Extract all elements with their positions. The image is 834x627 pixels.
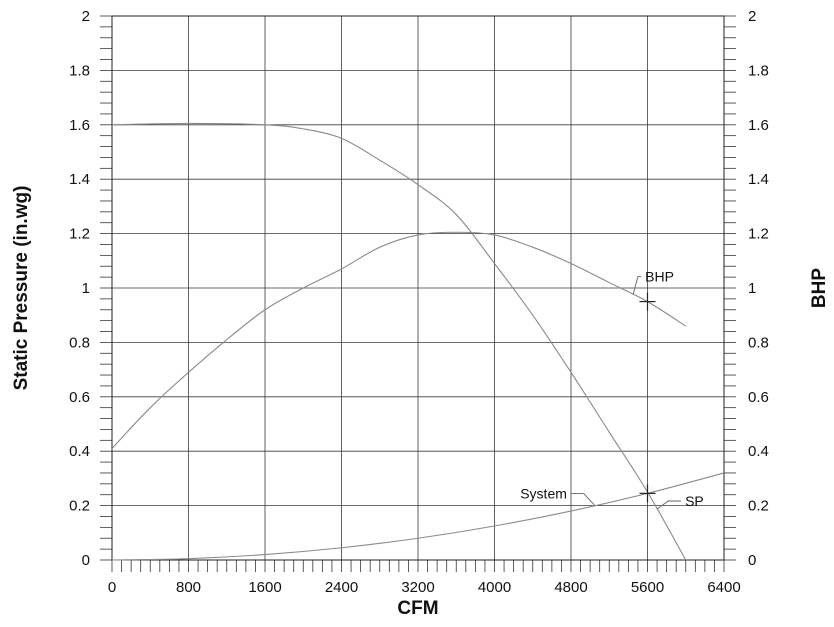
plot-frame bbox=[111, 15, 725, 561]
y-tick-label: 1.4 bbox=[69, 171, 90, 188]
y-tick-label: 1 bbox=[82, 280, 90, 297]
y2-tick-label: 1.2 bbox=[748, 226, 769, 243]
y2-tick-label: 0 bbox=[748, 552, 756, 569]
x-tick-label: 1600 bbox=[248, 579, 281, 596]
minor-tick-layer bbox=[100, 15, 736, 572]
y2-tick-label: 0.2 bbox=[748, 498, 769, 515]
annotation-layer: BHP System SP bbox=[520, 268, 704, 510]
y2-tick-label: 0.8 bbox=[748, 334, 769, 351]
y2-tick-label: 1.8 bbox=[748, 62, 769, 79]
series-line-system bbox=[111, 472, 725, 561]
y-tick-label: 0.8 bbox=[69, 334, 90, 351]
series-line-bhp bbox=[111, 231, 687, 449]
y2-tick-label: 1.6 bbox=[748, 117, 769, 134]
y2-tick-label: 1 bbox=[748, 280, 756, 297]
annotation-label-sp: SP bbox=[685, 493, 704, 509]
annotation-leader-bhp bbox=[632, 276, 642, 295]
y-tick-label: 1.8 bbox=[69, 62, 90, 79]
annotation-leader-sp bbox=[656, 500, 682, 510]
label-layer: 0 800 1600 2400 3200 4000 4800 5600 6400 0 0 0.2 0.2… bbox=[69, 8, 769, 596]
y2-tick-label: 2 bbox=[748, 8, 756, 25]
y-tick-label: 1.6 bbox=[69, 117, 90, 134]
y-axis-title: Static Pressure (in.wg) bbox=[11, 186, 32, 391]
x-tick-label: 4000 bbox=[478, 579, 511, 596]
grid-layer bbox=[111, 15, 725, 561]
x-tick-label: 5600 bbox=[631, 579, 664, 596]
annotation-label-system: System bbox=[520, 486, 567, 502]
series-line-sp bbox=[111, 122, 687, 561]
y2-tick-label: 0.6 bbox=[748, 389, 769, 406]
x-tick-label: 0 bbox=[108, 579, 116, 596]
y-tick-label: 0.2 bbox=[69, 498, 90, 515]
x-tick-label: 2400 bbox=[325, 579, 358, 596]
annotation-label-bhp: BHP bbox=[645, 268, 674, 284]
y2-tick-label: 1.4 bbox=[748, 171, 769, 188]
x-tick-label: 6400 bbox=[707, 579, 740, 596]
y-tick-label: 0.4 bbox=[69, 443, 90, 460]
x-tick-label: 4800 bbox=[554, 579, 587, 596]
y-tick-label: 0 bbox=[82, 552, 90, 569]
x-axis-title: CFM bbox=[397, 598, 438, 619]
y-tick-label: 0.6 bbox=[69, 389, 90, 406]
y2-axis-title: BHP bbox=[809, 268, 830, 308]
y-tick-label: 1.2 bbox=[69, 226, 90, 243]
annotation-leader-system bbox=[570, 493, 596, 506]
y2-tick-label: 0.4 bbox=[748, 443, 769, 460]
y-tick-label: 2 bbox=[82, 8, 90, 25]
x-tick-label: 800 bbox=[176, 579, 201, 596]
curve-layer bbox=[111, 122, 725, 561]
x-tick-label: 3200 bbox=[401, 579, 434, 596]
